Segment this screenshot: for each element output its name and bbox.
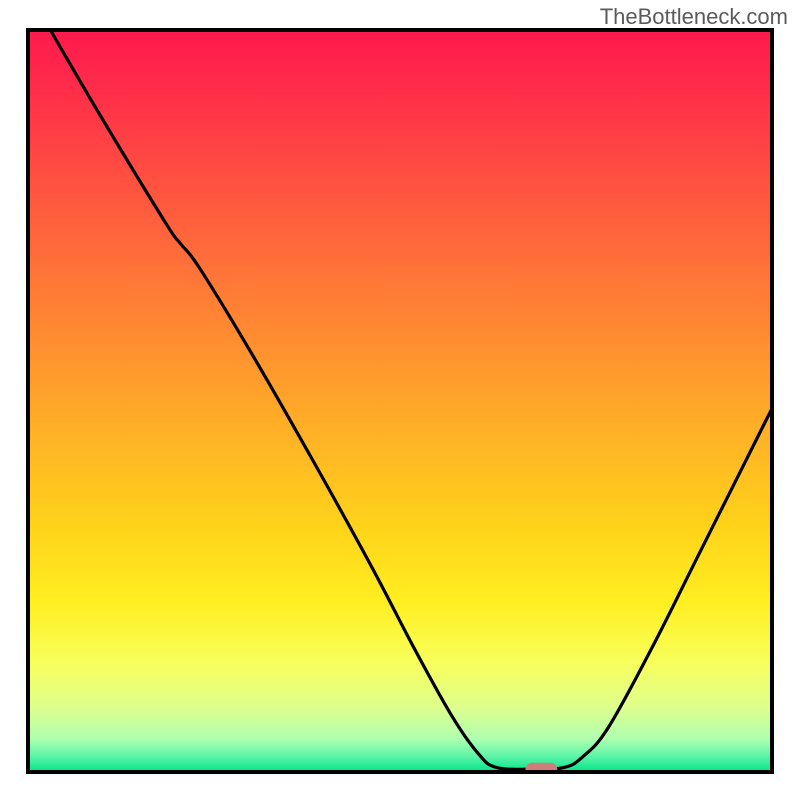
gradient-background <box>28 30 772 772</box>
optimal-marker <box>525 763 557 777</box>
watermark-text: TheBottleneck.com <box>600 4 788 30</box>
bottleneck-chart <box>0 0 800 800</box>
